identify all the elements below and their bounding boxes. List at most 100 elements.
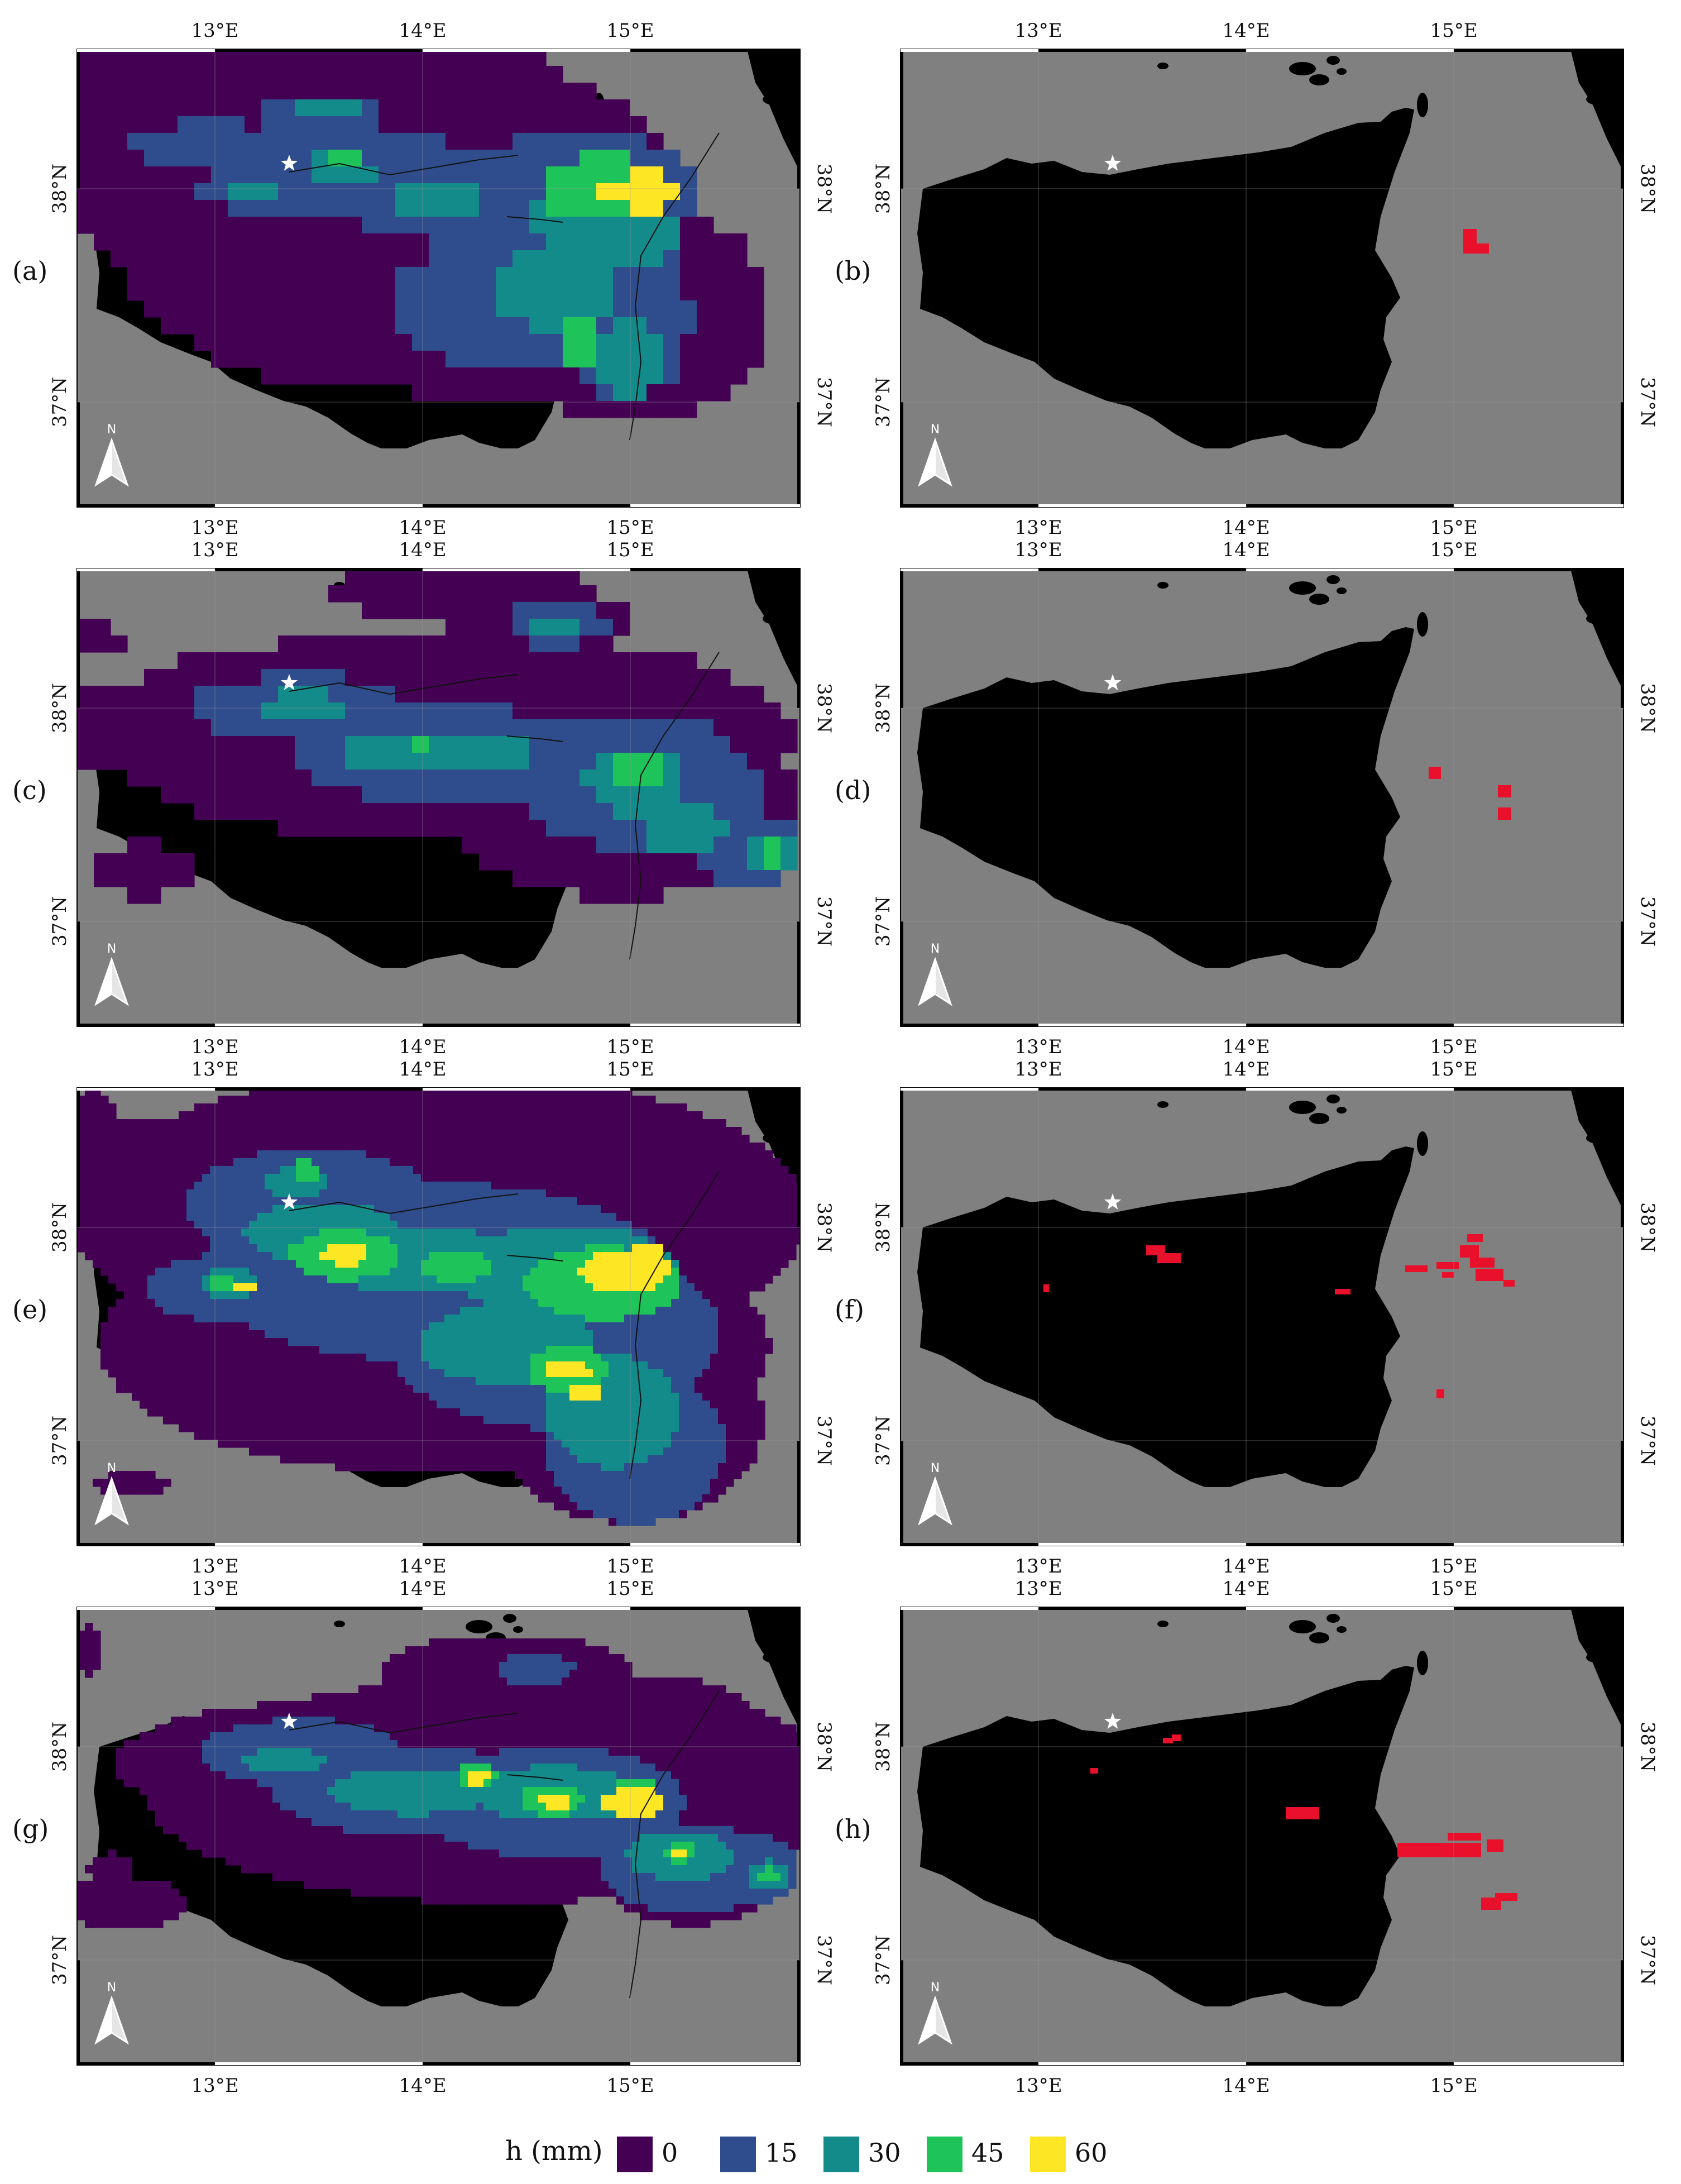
rainfall-cell [421, 1268, 429, 1276]
rainfall-cell [186, 1283, 195, 1292]
rainfall-cell [655, 1299, 664, 1307]
rainfall-cell [343, 1252, 351, 1260]
rainfall-cell [179, 1307, 187, 1315]
rainfall-cell [395, 334, 413, 351]
rainfall-cell [405, 1361, 414, 1370]
rainfall-cell [186, 1401, 195, 1409]
rainfall-cell [513, 585, 530, 603]
rainfall-cell [366, 1330, 375, 1339]
rainfall-cell [257, 1322, 265, 1331]
rainfall-cell [616, 1252, 625, 1260]
rainfall-cell [577, 1182, 586, 1190]
rainfall-cell [632, 1393, 640, 1401]
rainfall-cell [515, 1205, 523, 1213]
rainfall-cell [757, 1143, 765, 1151]
rainfall-cell [390, 1182, 398, 1190]
rainfall-cell [319, 1213, 328, 1221]
rainfall-cell [596, 770, 614, 787]
rainfall-cell [483, 1354, 492, 1362]
rainfall-cell [228, 786, 245, 804]
rainfall-cell [233, 1385, 242, 1393]
rainfall-cell [366, 1158, 375, 1167]
rainfall-cell [116, 1283, 124, 1292]
rainfall-cell [194, 1361, 203, 1370]
rainfall-cell [405, 1189, 414, 1198]
rainfall-cell [646, 803, 664, 820]
rainfall-cell [593, 1385, 601, 1393]
rainfall-cell [515, 1322, 523, 1331]
rainfall-cell [726, 1315, 734, 1323]
rainfall-cell [460, 1299, 468, 1307]
rainfall-cell [569, 1354, 578, 1362]
rainfall-cell [328, 284, 346, 301]
rainfall-cell [186, 1361, 195, 1370]
rainfall-cell [546, 753, 563, 770]
rainfall-cell [343, 1393, 351, 1401]
rainfall-cell [437, 1096, 445, 1104]
rainfall-cell [530, 1385, 539, 1393]
rainfall-cell [108, 1361, 117, 1370]
rainfall-cell [358, 1135, 367, 1143]
rainfall-cell [757, 1166, 765, 1174]
lon-tick-label-top: 13°E [1014, 539, 1062, 561]
rainfall-cell [379, 702, 396, 720]
rainfall-cell [429, 367, 446, 385]
rainfall-cell [613, 351, 630, 368]
rainfall-cell [697, 736, 714, 753]
rainfall-cell [147, 1197, 156, 1206]
rainfall-cell [327, 1322, 336, 1331]
rainfall-cell [462, 635, 480, 653]
lon-tick-label-top: 13°E [191, 539, 238, 561]
rainfall-cell [697, 351, 714, 368]
rainfall-cell [421, 1369, 429, 1378]
lon-tick-label-bottom: 15°E [606, 517, 654, 539]
rainfall-cell [632, 1111, 640, 1120]
rainfall-cell [429, 1291, 437, 1299]
rainfall-cell [460, 1315, 468, 1323]
rainfall-cell [663, 1260, 672, 1268]
rainfall-cell [272, 1119, 281, 1127]
rainfall-cell [124, 1291, 132, 1299]
rainfall-cell [257, 1393, 265, 1401]
rainfall-cell [233, 1205, 242, 1213]
rainfall-cell [679, 1252, 687, 1260]
rainfall-cell [585, 1111, 593, 1120]
rainfall-cell [734, 1143, 742, 1151]
rainfall-cell [538, 1315, 547, 1323]
rainfall-cell [312, 133, 329, 150]
rainfall-cell [734, 1291, 742, 1299]
rainfall-cell [161, 686, 178, 703]
rainfall-cell [245, 267, 262, 284]
rainfall-cell [429, 166, 446, 184]
rainfall-cell [580, 116, 597, 133]
rainfall-cell [562, 1166, 570, 1174]
rainfall-cell [413, 1244, 422, 1253]
rainfall-cell [585, 1127, 593, 1135]
lon-tick-label-top: 15°E [606, 20, 654, 42]
rainfall-cell [335, 1119, 343, 1127]
rainfall-cell [546, 1393, 554, 1401]
rainfall-cell [713, 669, 731, 686]
rainfall-cell [319, 1166, 328, 1174]
rainfall-cell [405, 1158, 414, 1167]
rainfall-cell [343, 1330, 351, 1339]
rainfall-cell [452, 1229, 461, 1237]
rainfall-cell [468, 1275, 476, 1284]
rainfall-cell [362, 367, 379, 385]
rainfall-cell [757, 1252, 765, 1260]
rainfall-cell [144, 853, 161, 871]
rainfall-cell [523, 1229, 531, 1237]
rainfall-cell [710, 1291, 719, 1299]
rainfall-cell [483, 1268, 492, 1276]
rainfall-cell [413, 1291, 422, 1299]
rainfall-cell [444, 1330, 453, 1339]
rainfall-cell [513, 233, 530, 251]
rainfall-cell [640, 1229, 648, 1237]
rainfall-cell [362, 284, 379, 301]
rainfall-cell [382, 1401, 390, 1409]
rainfall-cell [358, 1338, 367, 1346]
rainfall-cell [444, 1182, 453, 1190]
rainfall-cell [362, 635, 379, 653]
rainfall-cell [491, 1096, 500, 1104]
rainfall-cell [546, 1338, 554, 1346]
